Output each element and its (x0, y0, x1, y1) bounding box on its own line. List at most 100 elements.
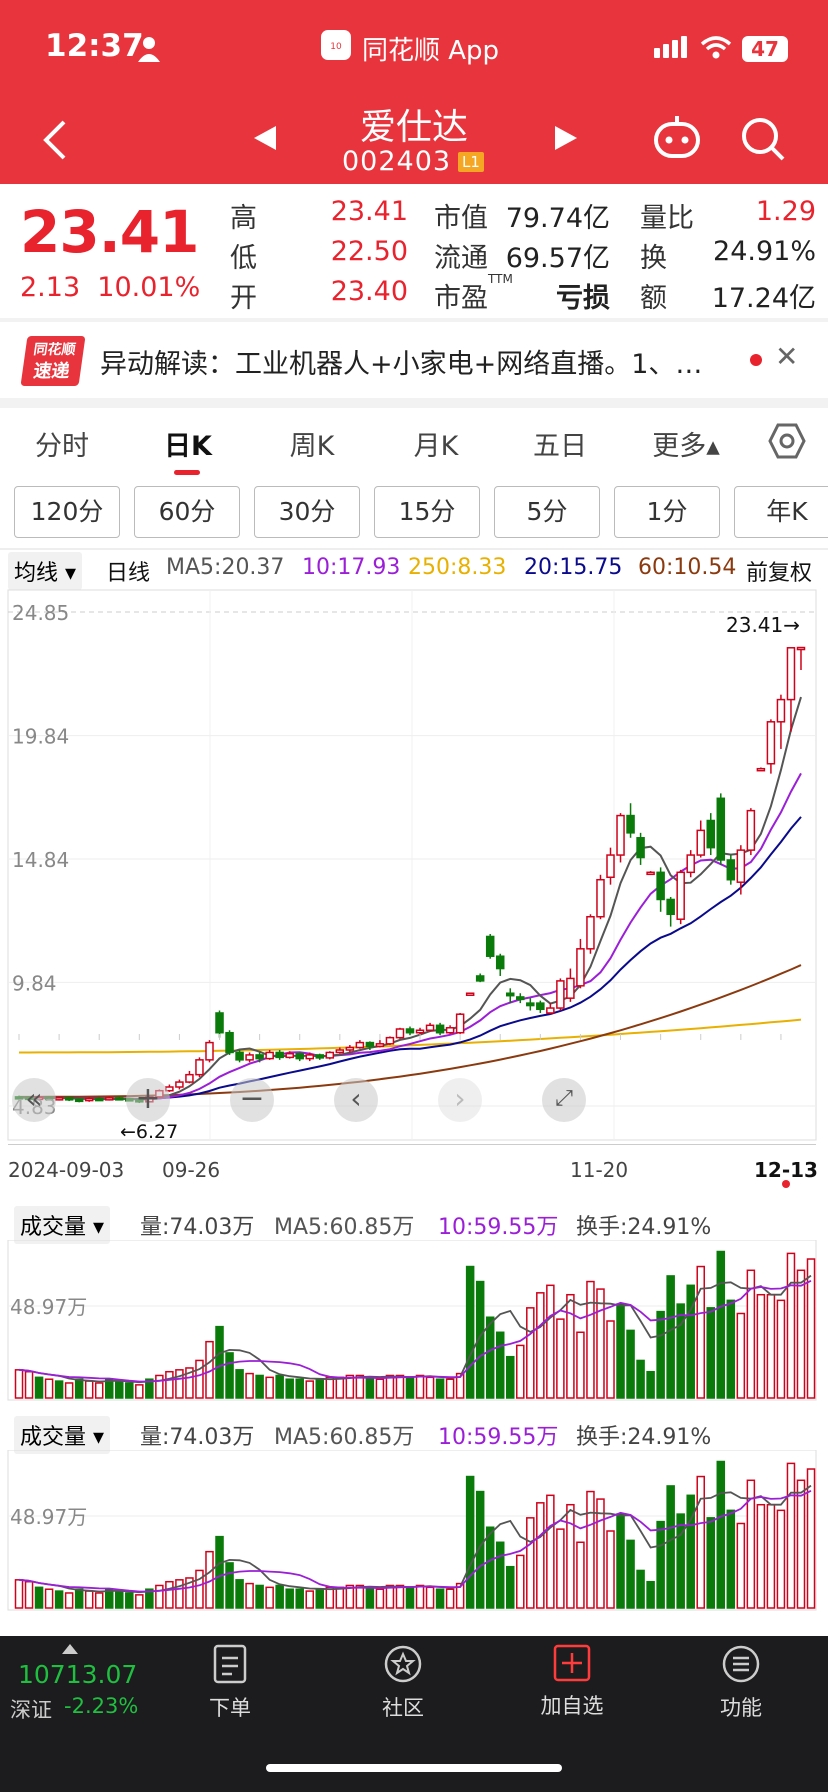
pe-value: 亏损 (556, 283, 610, 314)
add-watchlist-label: 加自选 (540, 1694, 604, 1718)
add-watchlist-button[interactable]: 加自选 (512, 1636, 632, 1720)
volume-chart-1[interactable]: 48.97万 (0, 1240, 828, 1402)
volume-bar (806, 1468, 816, 1609)
candle-body (305, 1054, 315, 1060)
volume-indicator-select-1[interactable]: 成交量 ▾ (14, 1206, 111, 1244)
place-order-button[interactable]: 下单 (170, 1636, 290, 1722)
volume-bar (305, 1380, 315, 1399)
tab-five-day[interactable]: 五日 (533, 431, 587, 462)
period-30min-button[interactable]: 30分 (254, 486, 360, 538)
index-value[interactable]: 10713.07 (18, 1660, 138, 1689)
period-60min-button[interactable]: 60分 (134, 486, 240, 538)
volume-bar (485, 1526, 495, 1609)
volume-bar (44, 1378, 54, 1399)
zoom-out-icon[interactable]: − (230, 1078, 274, 1122)
indicator-select[interactable]: 均线 ▾ (8, 552, 83, 590)
volume-bar (285, 1378, 294, 1399)
x-axis-labels: 2024-09-03 09-26 11-20 12-13 (0, 1158, 828, 1186)
volume-select-label-2: 成交量 (20, 1425, 87, 1450)
community-button[interactable]: 社区 (343, 1636, 463, 1722)
previous-stock-icon[interactable] (252, 124, 278, 152)
volume-bar (465, 1475, 475, 1609)
ma5-value: MA5:20.37 (166, 555, 285, 580)
candle-body (285, 1052, 294, 1059)
candle (616, 813, 625, 863)
candle-body (84, 1097, 94, 1102)
tab-intraday[interactable]: 分时 (35, 431, 89, 462)
market-cap-value: 79.74亿 (505, 203, 610, 234)
index-expand-icon[interactable] (62, 1644, 78, 1654)
volume-indicator-select-2[interactable]: 成交量 ▾ (14, 1416, 111, 1454)
volume-ma10-line (18, 1489, 812, 1593)
volume-bar (556, 1318, 565, 1399)
volume-bar (455, 1582, 465, 1609)
volume-bar (225, 1562, 234, 1609)
candle (546, 1003, 555, 1015)
candle-body (636, 837, 645, 859)
close-icon[interactable]: ✕ (775, 340, 799, 373)
volume-bar (746, 1479, 756, 1609)
candle (465, 992, 475, 996)
volume-bar (636, 1569, 645, 1609)
period-120min-button[interactable]: 120分 (14, 486, 120, 538)
volume-chart-2[interactable]: 48.97万 (0, 1450, 828, 1612)
period-year-k-button[interactable]: 年K (734, 486, 828, 538)
volume-bar (185, 1367, 194, 1399)
volume-value-1: 量:74.03万 (140, 1215, 255, 1240)
volume-bar (295, 1588, 304, 1609)
tab-monthly-k[interactable]: 月K (413, 431, 459, 462)
candle-body (425, 1024, 435, 1031)
candle (516, 993, 525, 1004)
app-name[interactable]: 同花顺 App (362, 36, 500, 66)
menu-circle-icon (722, 1645, 760, 1683)
news-text[interactable]: 异动解读：工业机器人+小家电+网络直播。1、… (100, 349, 703, 380)
volume-bar (125, 1592, 134, 1609)
candle (365, 1041, 375, 1050)
volume-bar (335, 1586, 345, 1609)
volume-bar (195, 1569, 204, 1609)
fullscreen-icon[interactable]: ⤢ (542, 1078, 586, 1122)
zoom-out-left-icon[interactable]: « (12, 1078, 56, 1122)
next-stock-icon[interactable] (553, 124, 579, 152)
settings-hexagon-icon[interactable] (768, 422, 806, 460)
tab-more[interactable]: 更多▴ (652, 431, 720, 462)
community-star-icon (384, 1645, 422, 1683)
pe-label: 市盈TTM (434, 272, 513, 315)
period-15min-button[interactable]: 15分 (374, 486, 480, 538)
candle (726, 855, 736, 885)
volume-bar (716, 1250, 726, 1399)
candle-body (64, 1097, 74, 1101)
volume-bar (365, 1376, 375, 1399)
volume-bar (265, 1376, 274, 1399)
candle-body (686, 854, 695, 874)
candle-body (706, 819, 716, 849)
scroll-left-icon[interactable]: ‹ (334, 1078, 378, 1122)
tab-daily-k[interactable]: 日K (164, 431, 212, 462)
tab-weekly-k[interactable]: 周K (289, 431, 335, 462)
scroll-right-icon[interactable]: › (438, 1078, 482, 1122)
volume-bar (84, 1590, 94, 1609)
volume-bar (34, 1376, 44, 1399)
back-arrow-icon[interactable] (40, 118, 68, 162)
search-icon[interactable] (740, 116, 786, 162)
robot-assistant-icon[interactable] (652, 114, 702, 160)
volume-ma10-1: 10:59.55万 (438, 1215, 559, 1240)
volume-bar (796, 1479, 806, 1609)
candle-body (245, 1054, 254, 1061)
candle-body (265, 1051, 274, 1060)
candle (195, 1057, 204, 1078)
functions-button[interactable]: 功能 (681, 1636, 801, 1722)
candle-body (796, 646, 806, 651)
volume-bar (125, 1382, 134, 1399)
candle (676, 869, 685, 925)
active-tab-indicator (174, 470, 200, 475)
period-1min-button[interactable]: 1分 (614, 486, 720, 538)
open-value: 23.40 (330, 276, 408, 307)
volume-bar (135, 1594, 144, 1609)
period-5min-button[interactable]: 5分 (494, 486, 600, 538)
volume-bar (676, 1513, 685, 1609)
zoom-in-icon[interactable]: + (126, 1078, 170, 1122)
volume-bar (586, 1490, 595, 1609)
adjust-label[interactable]: 前复权 (746, 561, 813, 586)
